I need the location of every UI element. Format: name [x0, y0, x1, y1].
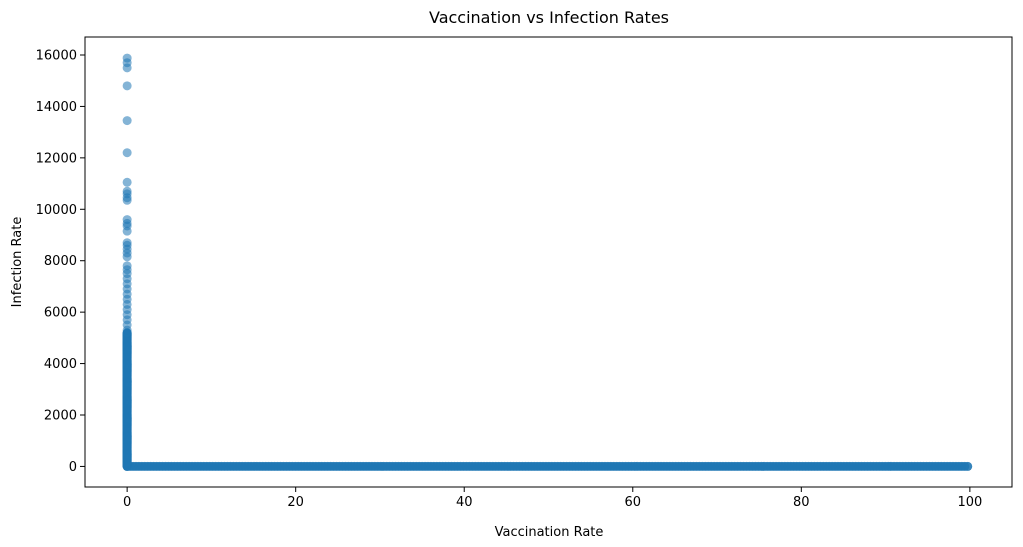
y-tick-label: 16000	[36, 49, 77, 64]
data-point	[122, 116, 132, 126]
x-tick-label: 100	[957, 495, 982, 510]
y-tick-label: 0	[69, 460, 77, 475]
data-point	[963, 461, 973, 471]
chart-title: Vaccination vs Infection Rates	[429, 8, 669, 27]
x-tick-label: 0	[123, 495, 131, 510]
y-tick-label: 14000	[36, 100, 77, 115]
data-point	[122, 63, 132, 73]
y-tick-label: 8000	[44, 254, 77, 269]
data-point	[122, 226, 132, 236]
marks-layer	[122, 53, 973, 471]
data-point	[122, 252, 132, 262]
x-tick-label: 60	[624, 495, 641, 510]
data-point	[122, 81, 132, 91]
y-tick-label: 6000	[44, 306, 77, 321]
x-tick-label: 40	[456, 495, 473, 510]
axes-layer: 0 20 40 60 80 100 0 2000 4000 6000 8000 10000 12000 1…	[36, 36, 1013, 510]
data-point	[122, 177, 132, 187]
y-tick-label: 10000	[36, 203, 77, 218]
y-tick-label: 4000	[44, 357, 77, 372]
x-tick-label: 80	[793, 495, 810, 510]
y-tick-label: 2000	[44, 409, 77, 424]
data-point	[122, 195, 132, 205]
x-axis-label: Vaccination Rate	[495, 525, 604, 540]
plot-frame	[84, 36, 1013, 488]
x-tick-label: 20	[287, 495, 304, 510]
y-tick-label: 12000	[36, 151, 77, 166]
data-point	[122, 148, 132, 158]
data-point	[122, 325, 132, 335]
y-axis-label: Infection Rate	[10, 217, 25, 308]
